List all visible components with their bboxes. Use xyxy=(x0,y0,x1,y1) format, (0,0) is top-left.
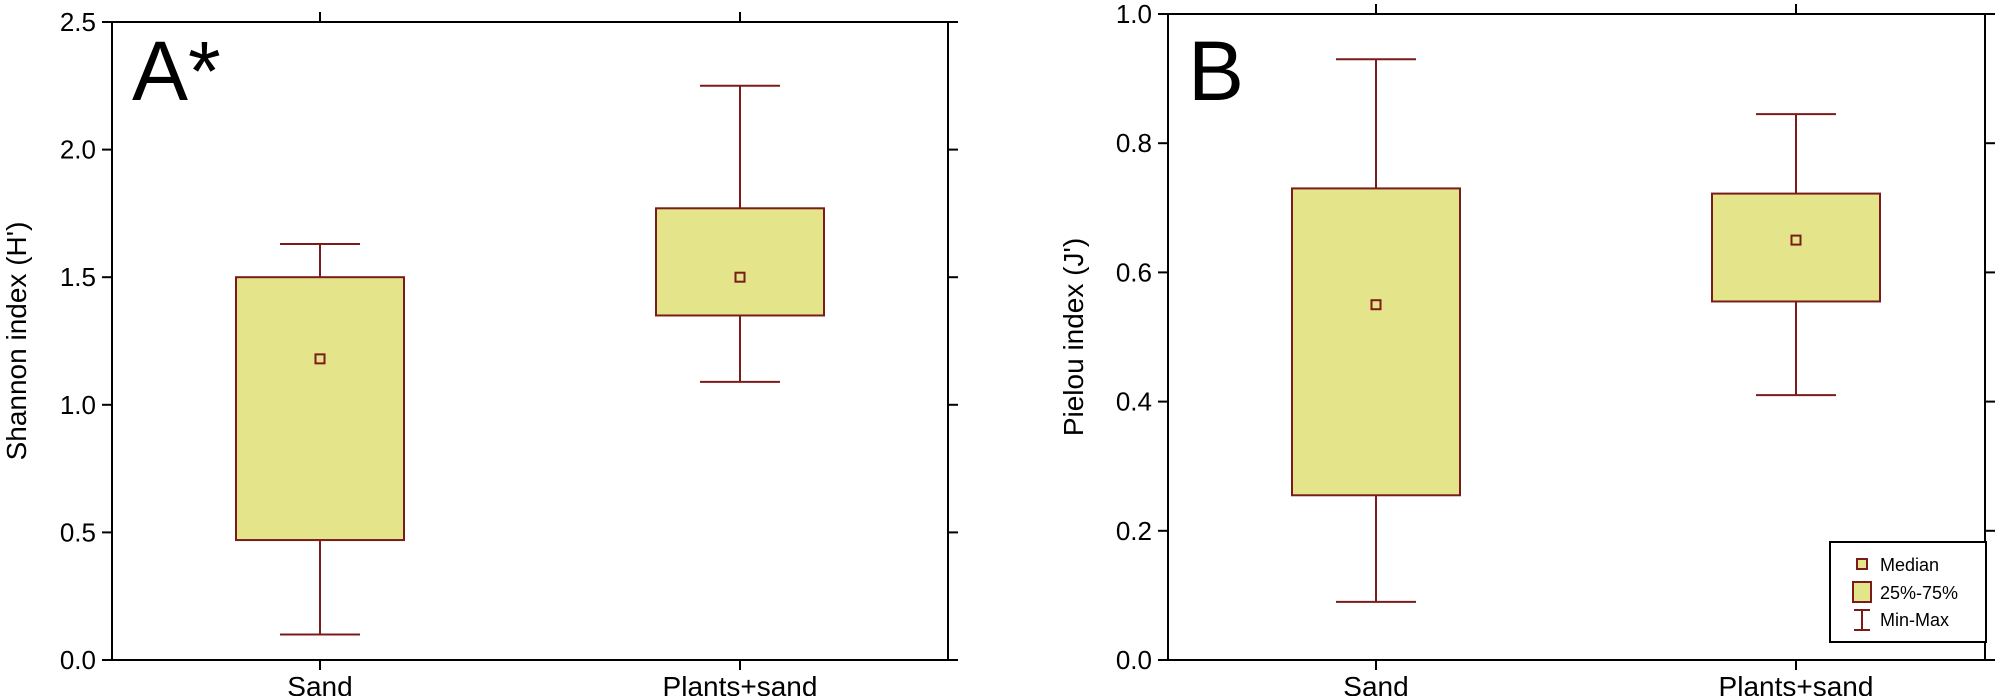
box-iqr xyxy=(655,207,825,317)
legend-label: 25%-75% xyxy=(1880,583,1958,603)
y-tick-label: 0.6 xyxy=(1116,257,1152,287)
x-category-label: Plants+sand xyxy=(663,671,818,696)
panel-a: 0.0 0.5 1.0 1.5 2.0 2.5 Sand Plants+sand Shannon… xyxy=(1,7,958,696)
y-tick-label: 2.5 xyxy=(60,7,96,37)
y-tick-label: 0.0 xyxy=(1116,645,1152,675)
y-axis-title: Pielou index (J') xyxy=(1058,238,1089,436)
y-tick-label: 1.0 xyxy=(60,390,96,420)
panel-label: B xyxy=(1188,24,1244,118)
y-tick-label: 1.5 xyxy=(60,262,96,292)
y-axis-title: Shannon index (H') xyxy=(1,222,32,461)
median-marker xyxy=(1370,299,1382,311)
legend-label: Median xyxy=(1880,555,1939,575)
y-tick-label: 0.8 xyxy=(1116,128,1152,158)
x-category-label: Plants+sand xyxy=(1719,671,1874,696)
median-marker xyxy=(1790,234,1802,246)
plot-frame xyxy=(111,21,949,661)
x-category-label: Sand xyxy=(287,671,352,696)
box-iqr xyxy=(235,276,405,542)
plot-frame xyxy=(1167,13,1986,661)
y-tick-label: 0.2 xyxy=(1116,516,1152,546)
median-marker xyxy=(314,353,326,365)
panel-b: 0.0 0.2 0.4 0.6 0.8 1.0 Sand Plants+sand Pielou … xyxy=(1058,0,1995,696)
y-tick-label: 0.4 xyxy=(1116,387,1152,417)
y-tick-label: 1.0 xyxy=(1116,0,1152,29)
legend-median-symbol xyxy=(1856,558,1868,570)
box-iqr xyxy=(1291,187,1461,497)
panel-label: A* xyxy=(132,24,221,118)
y-tick-label: 0.5 xyxy=(60,517,96,547)
legend-iqr-symbol xyxy=(1852,581,1872,603)
legend-label: Min-Max xyxy=(1880,610,1949,630)
x-category-label: Sand xyxy=(1343,671,1408,696)
median-marker xyxy=(734,271,746,283)
y-tick-label: 2.0 xyxy=(60,135,96,165)
y-tick-label: 0.0 xyxy=(60,645,96,675)
box-iqr xyxy=(1711,192,1881,303)
